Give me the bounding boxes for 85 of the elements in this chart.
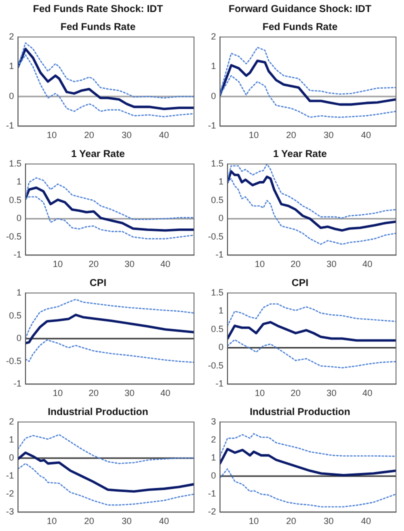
y-tick-label: 0 <box>16 333 22 344</box>
chart-title: 1 Year Rate <box>273 148 328 160</box>
y-tick-label: 1 <box>16 176 22 187</box>
y-tick-label: 0 <box>218 342 224 352</box>
chart-title: CPI <box>292 278 309 289</box>
y-tick-label: -1 <box>6 120 14 131</box>
y-tick-label: -1 <box>215 378 224 389</box>
y-tick-label: 1 <box>218 176 224 187</box>
x-tick-label: 30 <box>324 516 334 526</box>
y-tick-label: -0.5 <box>6 356 22 366</box>
y-tick-label: 1.5 <box>8 158 22 168</box>
y-tick-label: 0 <box>8 90 14 101</box>
x-tick-label: 30 <box>326 388 336 398</box>
y-tick-label: 2 <box>210 31 216 42</box>
chart-title: Industrial Production <box>48 406 148 418</box>
x-tick-label: 40 <box>361 130 372 140</box>
y-tick-label: 1 <box>8 434 14 445</box>
x-tick-label: 30 <box>124 388 134 398</box>
y-tick-label: -1 <box>6 470 14 481</box>
y-tick-label: 0 <box>218 213 224 224</box>
chart-title: Industrial Production <box>250 406 350 418</box>
y-tick-label: 0 <box>210 90 216 101</box>
x-tick-label: 10 <box>52 388 63 398</box>
y-tick-label: 0.5 <box>8 194 22 205</box>
x-tick-label: 40 <box>362 388 372 398</box>
chart-title: Fed Funds Rate Shock: IDT <box>32 4 164 15</box>
y-tick-label: 3 <box>210 416 216 426</box>
y-tick-label: 2 <box>8 416 14 426</box>
x-tick-label: 30 <box>324 130 334 140</box>
x-tick-label: 30 <box>122 130 132 140</box>
y-tick-label: -3 <box>6 506 14 517</box>
y-tick-label: 0.5 <box>8 310 22 320</box>
y-tick-label: -1 <box>208 120 216 131</box>
x-tick-label: 40 <box>159 130 170 140</box>
x-tick-label: 20 <box>84 516 94 526</box>
chart-title: CPI <box>90 278 107 289</box>
x-tick-label: 10 <box>46 516 57 526</box>
y-tick-label: -1 <box>208 488 216 499</box>
y-tick-label: -0.5 <box>208 360 224 370</box>
x-tick-label: 40 <box>159 516 170 526</box>
x-tick-label: 40 <box>362 259 372 270</box>
x-tick-label: 10 <box>248 130 259 140</box>
x-tick-label: 10 <box>46 130 57 140</box>
y-tick-label: 0.5 <box>210 324 224 334</box>
x-tick-label: 10 <box>52 259 63 270</box>
y-tick-label: 1.5 <box>210 287 224 298</box>
x-tick-label: 40 <box>160 259 170 270</box>
y-tick-label: 0.5 <box>210 194 224 205</box>
x-tick-label: 20 <box>88 259 99 270</box>
x-tick-label: 30 <box>122 516 132 526</box>
y-tick-label: 0 <box>16 213 22 224</box>
y-tick-label: 0 <box>8 452 14 463</box>
y-tick-label: 1 <box>16 287 22 298</box>
chart-title: Forward Guidance Shock: IDT <box>228 4 372 15</box>
x-tick-label: 40 <box>160 388 170 398</box>
y-tick-label: 1.5 <box>210 158 224 168</box>
y-tick-label: -0.5 <box>6 231 22 242</box>
x-tick-label: 20 <box>290 388 301 398</box>
x-tick-label: 10 <box>254 388 265 398</box>
x-tick-label: 20 <box>84 130 94 140</box>
y-tick-label: -1 <box>13 250 22 260</box>
y-tick-label: -1 <box>13 378 22 389</box>
y-tick-label: 1 <box>218 306 224 316</box>
x-tick-label: 10 <box>254 259 265 270</box>
x-tick-label: 20 <box>290 259 301 270</box>
x-tick-label: 20 <box>88 388 99 398</box>
x-tick-label: 40 <box>361 516 372 526</box>
y-tick-label: -0.5 <box>208 231 224 242</box>
x-tick-label: 10 <box>248 516 259 526</box>
y-tick-label: -2 <box>6 488 14 499</box>
y-tick-label: 0 <box>210 470 216 481</box>
y-tick-label: -1 <box>215 250 224 260</box>
y-tick-label: -2 <box>208 506 216 517</box>
chart-subtitle: Fed Funds Rate <box>60 22 136 33</box>
y-tick-label: 1 <box>8 61 14 72</box>
y-tick-label: 1 <box>210 61 216 72</box>
chart-title: 1 Year Rate <box>71 148 126 160</box>
chart-subtitle: Fed Funds Rate <box>262 22 338 33</box>
y-tick-label: 2 <box>8 31 14 42</box>
x-tick-label: 20 <box>286 130 296 140</box>
y-tick-label: 1 <box>210 452 216 463</box>
x-tick-label: 20 <box>286 516 296 526</box>
x-tick-label: 30 <box>124 259 134 270</box>
x-tick-label: 30 <box>326 259 336 270</box>
y-tick-label: 2 <box>210 434 216 445</box>
